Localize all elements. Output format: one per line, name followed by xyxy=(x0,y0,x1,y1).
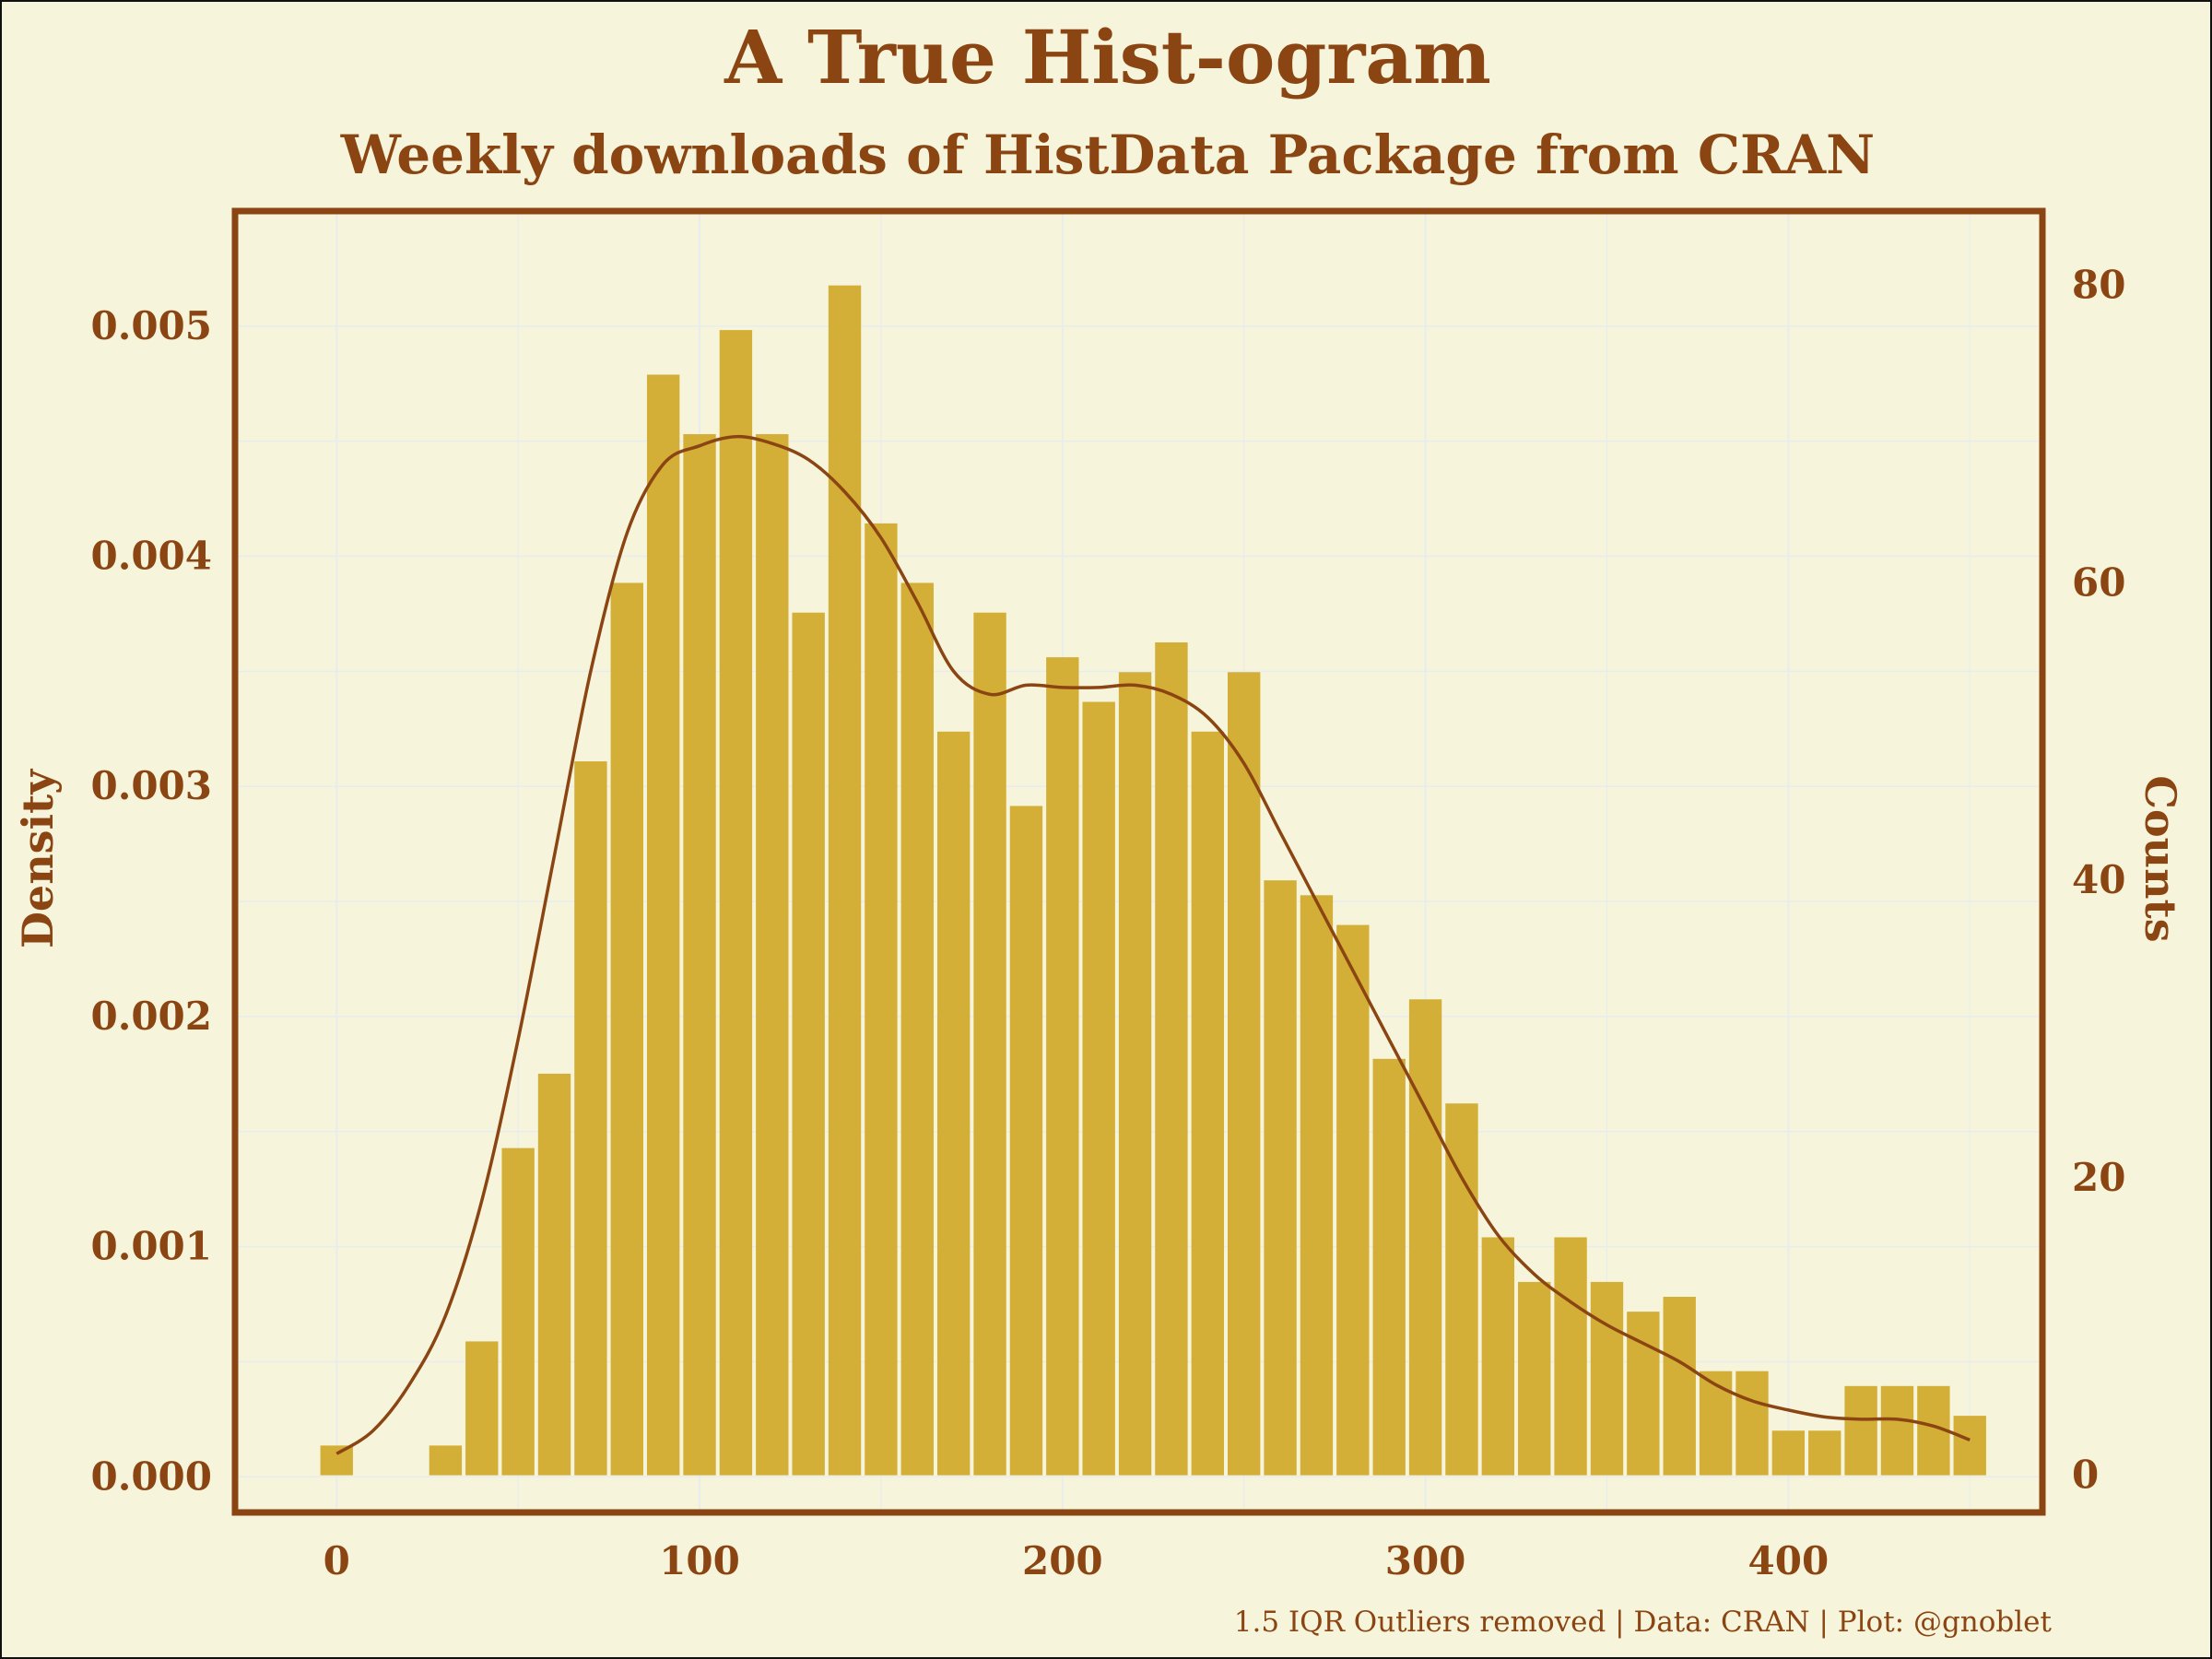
histogram-bar xyxy=(1445,1103,1478,1476)
y-axis-left-label: Density xyxy=(13,769,63,948)
histogram-bar xyxy=(1771,1430,1806,1476)
histogram-bar xyxy=(1880,1385,1914,1476)
y-right-tick-label: 20 xyxy=(2072,1155,2125,1200)
histogram-bar xyxy=(683,434,716,1476)
chart-title: A True Hist-ogram xyxy=(724,14,1491,100)
histogram-bar xyxy=(1554,1237,1587,1476)
histogram-bar xyxy=(1844,1385,1877,1476)
chart-subtitle: Weekly downloads of HistData Package fro… xyxy=(340,124,1875,186)
histogram-bar xyxy=(1590,1281,1624,1476)
histogram-bar xyxy=(646,374,680,1476)
chart-caption: 1.5 IQR Outliers removed | Data: CRAN | … xyxy=(1234,1606,2053,1639)
x-tick-label: 200 xyxy=(1022,1538,1103,1583)
x-tick-label: 300 xyxy=(1385,1538,1466,1583)
histogram-bar xyxy=(1009,806,1043,1476)
histogram-bar xyxy=(1481,1237,1515,1476)
y-left-tick-label: 0.002 xyxy=(90,994,212,1039)
histogram-bar xyxy=(1082,701,1115,1476)
histogram-bar xyxy=(537,1073,571,1476)
y-right-tick-label: 60 xyxy=(2072,559,2125,605)
histogram-bar xyxy=(973,612,1006,1476)
histogram-bar xyxy=(756,434,789,1476)
histogram-bar xyxy=(610,582,643,1476)
y-axis-left-ticks: 0.000 0.001 0.002 0.003 0.004 0.005 xyxy=(90,303,212,1499)
histogram-bar xyxy=(320,1445,353,1476)
histogram-bar xyxy=(429,1445,463,1476)
histogram-bar xyxy=(1372,1058,1406,1476)
histogram-bar xyxy=(1808,1430,1841,1476)
x-tick-label: 400 xyxy=(1748,1538,1830,1583)
histogram-bar xyxy=(574,761,607,1476)
histogram-bar xyxy=(1046,657,1079,1476)
histogram-bar xyxy=(1155,641,1188,1476)
density-curve-group xyxy=(335,434,1971,1455)
histogram-bar xyxy=(1699,1371,1733,1476)
histogram-bar xyxy=(1336,924,1370,1476)
y-right-tick-label: 0 xyxy=(2072,1453,2099,1498)
y-left-tick-label: 0.004 xyxy=(90,534,212,579)
histogram-bar xyxy=(719,330,753,1476)
histogram-bar xyxy=(1300,895,1334,1476)
histogram-bar xyxy=(792,612,825,1476)
y-left-tick-label: 0.003 xyxy=(90,763,212,808)
histogram-bar xyxy=(828,285,862,1476)
histogram-bar xyxy=(1518,1281,1551,1476)
histogram-bar xyxy=(1735,1371,1769,1476)
x-tick-label: 100 xyxy=(659,1538,740,1583)
x-tick-label: 0 xyxy=(324,1538,350,1583)
x-axis-ticks: 0 100 200 300 400 xyxy=(324,1538,1830,1583)
histogram-bar xyxy=(1408,999,1442,1476)
y-left-tick-label: 0.001 xyxy=(90,1224,212,1269)
y-right-tick-label: 80 xyxy=(2072,263,2125,308)
histogram-bar xyxy=(936,731,971,1476)
y-left-tick-label: 0.000 xyxy=(90,1453,212,1499)
histogram-bar xyxy=(1953,1416,1986,1476)
histogram-bar xyxy=(900,582,934,1476)
y-right-tick-label: 40 xyxy=(2072,857,2125,902)
density-curve xyxy=(335,434,1971,1455)
histogram-bars xyxy=(320,285,1986,1476)
histogram-bar xyxy=(1191,731,1225,1476)
y-axis-right-ticks: 0 20 40 60 80 xyxy=(2072,263,2125,1498)
histogram-bar xyxy=(1264,880,1297,1476)
histogram-bar xyxy=(501,1147,535,1476)
plot-frame xyxy=(231,207,2046,1516)
y-axis-right-label: Counts xyxy=(2136,775,2185,942)
histogram-bar xyxy=(865,523,898,1476)
histogram-bar xyxy=(1228,672,1261,1476)
histogram-bar xyxy=(1663,1297,1696,1476)
y-left-tick-label: 0.005 xyxy=(90,303,212,348)
histogram-bar xyxy=(1118,672,1152,1476)
histogram-bar xyxy=(465,1341,499,1476)
